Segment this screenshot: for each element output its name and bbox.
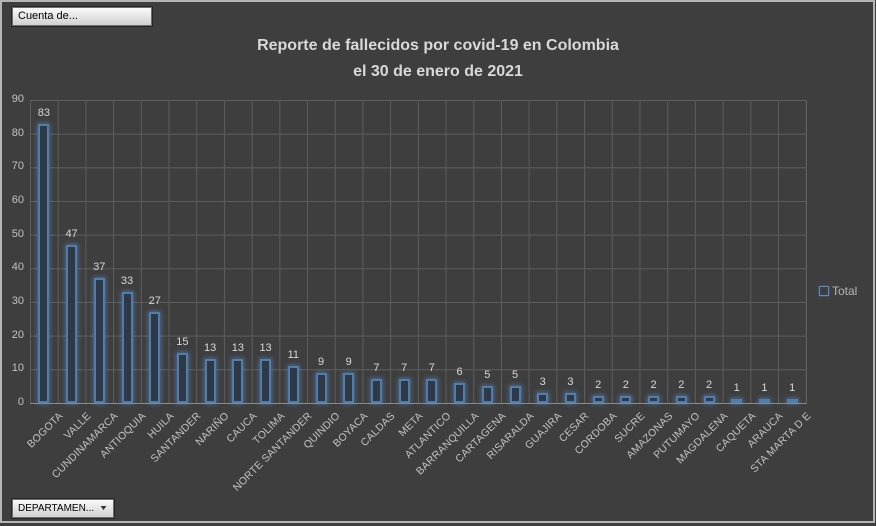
bar-data-label: 5 (484, 369, 491, 382)
bar-data-label: 37 (93, 261, 106, 274)
bar-data-label: 15 (176, 335, 189, 348)
bar-data-label: 13 (259, 342, 272, 355)
y-tick-label: 70 (11, 160, 24, 173)
bar-caldas[interactable] (370, 379, 382, 403)
legend: Total (819, 284, 857, 298)
bar-data-label: 2 (622, 379, 629, 392)
value-field-button[interactable]: Cuenta de... (12, 7, 152, 26)
y-tick-label: 0 (17, 396, 24, 408)
y-tick-label: 90 (11, 93, 24, 105)
bar-data-label: 3 (539, 375, 546, 388)
bar-putumayo[interactable] (675, 396, 687, 403)
bar-cauca[interactable] (232, 359, 244, 403)
bar-nariño[interactable] (204, 359, 216, 403)
bar-data-label: 33 (120, 274, 134, 287)
bar-boyaca[interactable] (343, 372, 355, 403)
bar-data-label: 27 (148, 295, 161, 308)
bar-santander[interactable] (176, 352, 188, 403)
bar-data-label: 6 (456, 365, 463, 378)
bar-data-label: 7 (428, 362, 435, 375)
bar-cartagena[interactable] (481, 386, 493, 403)
bar-data-label: 3 (567, 375, 574, 388)
axis-field-label: DEPARTAMEN... (18, 503, 95, 514)
bar-data-label: 5 (511, 369, 519, 382)
bar-arauca[interactable] (758, 399, 770, 403)
bar-valle[interactable] (66, 244, 78, 403)
bar-sucre[interactable] (620, 396, 632, 403)
bar-atlantico[interactable] (426, 379, 438, 403)
bar-data-label: 1 (789, 382, 796, 394)
y-axis: 0 10 20 30 40 50 60 70 80 90 (0, 0, 26, 526)
bar-huila[interactable] (149, 312, 161, 403)
bar-barranquilla[interactable] (454, 382, 466, 403)
bar-data-label: 9 (317, 355, 325, 368)
plot-area: 83 47 37 33 27 15 13 13 13 11 9 9 7 7 7 6 5 5 3 3 2 2 2 2 2 1 1 1 B… (25, 100, 814, 494)
bar-data-label: 47 (65, 227, 78, 240)
bar-amazonas[interactable] (648, 396, 660, 403)
bar-data-label: 2 (705, 379, 713, 392)
legend-swatch-icon (819, 286, 829, 296)
bar-risaralda[interactable] (509, 386, 521, 403)
bar-data-label: 1 (761, 382, 768, 394)
y-tick-label: 10 (11, 362, 24, 375)
y-tick-label: 50 (11, 227, 24, 240)
bar-norte-santander[interactable] (287, 365, 299, 403)
bar-cordoba[interactable] (592, 396, 604, 403)
bar-data-label: 83 (37, 106, 50, 119)
bar-magdalena[interactable] (703, 396, 715, 403)
bar-data-label: 13 (231, 342, 244, 355)
bar-data-label: 7 (401, 362, 408, 375)
bar-data-label: 2 (678, 379, 685, 392)
bar-data-label: 9 (345, 355, 352, 368)
bar-data-label: 11 (287, 348, 299, 361)
chart-title: Reporte de fallecidos por covid-19 en Co… (0, 33, 876, 85)
y-tick-label: 80 (11, 126, 24, 139)
bar-sta-marta-d-e[interactable] (786, 399, 798, 403)
y-tick-label: 40 (11, 261, 24, 274)
bar-guajira[interactable] (537, 392, 549, 403)
chart-title-line1: Reporte de fallecidos por covid-19 en Co… (257, 37, 619, 54)
bar-cundinamarca[interactable] (93, 278, 105, 403)
bar-caqueta[interactable] (731, 399, 743, 403)
bar-data-label: 13 (204, 342, 217, 355)
y-tick-label: 60 (11, 194, 24, 206)
bar-quindio[interactable] (315, 372, 327, 403)
bar-meta[interactable] (398, 379, 410, 403)
chart-title-line2: el 30 de enero de 2021 (353, 63, 523, 80)
y-tick-label: 20 (11, 328, 24, 341)
bar-data-label: 2 (595, 379, 602, 392)
bar-data-label: 7 (373, 362, 380, 375)
bar-antioquia[interactable] (121, 291, 133, 403)
bar-cesar[interactable] (564, 392, 576, 403)
bar-data-label: 1 (733, 382, 740, 394)
axis-field-button[interactable]: DEPARTAMEN... ▼ (12, 499, 114, 518)
dropdown-arrow-icon: ▼ (98, 505, 109, 512)
bar-data-label: 2 (650, 379, 657, 392)
bar-bogota[interactable] (38, 123, 50, 403)
y-tick-label: 30 (11, 295, 24, 307)
bar-tolima[interactable] (260, 359, 272, 403)
legend-label: Total (832, 284, 858, 298)
